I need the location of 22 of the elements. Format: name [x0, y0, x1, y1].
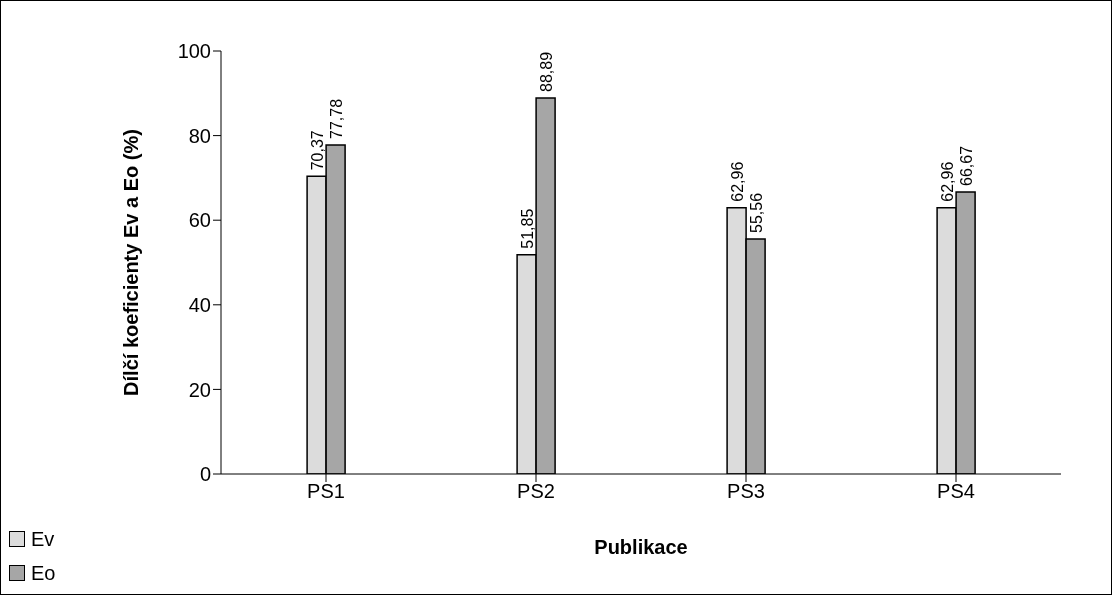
data-label: 55,56: [747, 192, 765, 233]
y-tick-label: 20: [188, 378, 211, 401]
y-tick-label: 80: [188, 124, 211, 147]
data-label: 62,96: [938, 161, 956, 202]
x-tick-label: PS2: [517, 480, 555, 503]
y-axis-title: Dílčí koeficienty Ev a Eo (%): [120, 129, 143, 396]
x-axis-title: Publikace: [594, 536, 688, 558]
data-label: 70,37: [308, 130, 326, 171]
data-label: 66,67: [957, 145, 975, 186]
x-tick-label: PS1: [307, 480, 345, 503]
data-label: 77,78: [327, 98, 345, 139]
data-label: 51,85: [518, 208, 536, 249]
data-label: 62,96: [728, 161, 746, 202]
legend-label: Eo: [31, 561, 56, 585]
x-tick-label: PS4: [937, 480, 975, 503]
legend-label: Ev: [31, 527, 55, 551]
y-tick-label: 100: [177, 40, 211, 63]
y-tick-label: 0: [199, 463, 211, 486]
y-tick-label: 60: [188, 209, 211, 232]
y-tick-label: 40: [188, 293, 211, 316]
x-tick-label: PS3: [727, 480, 765, 503]
data-label: 88,89: [537, 51, 555, 92]
